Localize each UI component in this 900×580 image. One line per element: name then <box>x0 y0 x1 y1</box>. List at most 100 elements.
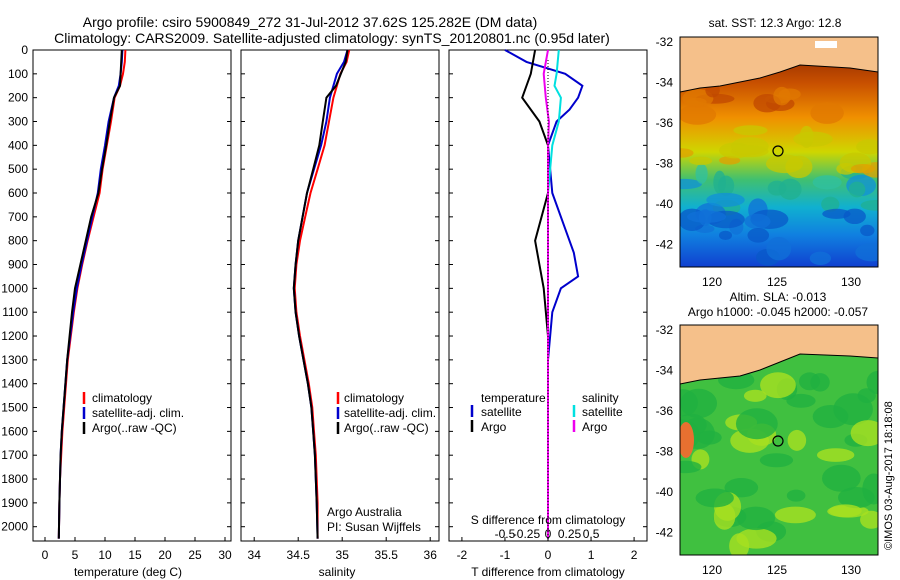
diff-legend-temp-satellite: satellite <box>481 405 522 419</box>
depth-tick-label: 1600 <box>1 424 28 438</box>
depth-axis-labels: 0 100 200 300 400 500 600 700 800 900 1000 1100 1200… <box>1 43 647 534</box>
sst-patch <box>689 156 713 166</box>
sst-patches <box>680 82 878 266</box>
depth-tick-label: 600 <box>8 186 28 200</box>
x-tick-label: 30 <box>218 548 232 562</box>
diff-legend-sal-argo: Argo <box>582 420 608 434</box>
depth-tick-label: 500 <box>8 162 28 176</box>
x-tick-label: 15 <box>128 548 142 562</box>
depth-tick-label: 700 <box>8 210 28 224</box>
diff-legend-sal-title: salinity <box>582 391 619 405</box>
map1-y-tick-labels: -32 -34 -36 -38 -40 -42 <box>656 35 674 252</box>
depth-tick-label: 300 <box>8 115 28 129</box>
sla-patch <box>786 393 816 408</box>
map-y-tick-label: -36 <box>656 116 674 130</box>
sla-land <box>680 325 878 384</box>
sla-patches <box>680 370 878 555</box>
sst-patch <box>706 192 745 207</box>
sst-patch <box>680 148 694 158</box>
sal-legend: climatology satellite-adj. clim. Argo(..… <box>327 391 436 534</box>
x-tick-label: 20 <box>158 548 172 562</box>
x-tick-label: 0 <box>545 548 552 562</box>
sst-coast-line <box>680 64 878 93</box>
map-y-tick-label: -38 <box>656 445 674 459</box>
x-tick-label: 10 <box>98 548 112 562</box>
sst-patch <box>686 97 707 107</box>
argo-position-marker-1 <box>772 145 784 157</box>
sal-note-pi: PI: Susan Wijffels <box>327 520 421 534</box>
sla-patch <box>696 430 722 445</box>
diff-legend-temp-title: temperature <box>481 391 546 405</box>
sst-patch <box>765 154 804 174</box>
sal-legend-satellite: satellite-adj. clim. <box>344 406 436 420</box>
x-tick-label: 25 <box>188 548 202 562</box>
series-line-salinity-argo <box>542 49 550 539</box>
sla-patch <box>736 528 777 549</box>
diff-profile-lines <box>504 49 584 540</box>
depth-tick-label: 0 <box>21 43 28 57</box>
sal-legend-argo: Argo(..raw -QC) <box>344 421 429 435</box>
sst-patch <box>860 224 875 237</box>
series-line-satellite-adj-clim- <box>292 49 349 539</box>
x-tick-label: 1 <box>588 548 595 562</box>
depth-tick-label: 800 <box>8 234 28 248</box>
sst-patch <box>850 164 876 174</box>
depth-tick-label: 1900 <box>1 496 28 510</box>
sla-patch <box>735 408 778 440</box>
sst-patch <box>687 210 727 223</box>
sla-coast-line <box>680 353 878 385</box>
s-tick-label: 0.25 <box>558 527 582 541</box>
map-x-tick-label: 125 <box>767 563 787 577</box>
depth-tick-label: 1800 <box>1 472 28 486</box>
sla-patch <box>866 370 878 395</box>
depth-tick-label: 1200 <box>1 329 28 343</box>
map-y-tick-label: -32 <box>656 35 674 49</box>
sal-legend-climatology: climatology <box>344 391 404 405</box>
depth-tick-label: 1300 <box>1 353 28 367</box>
map-y-tick-label: -34 <box>656 76 674 90</box>
temp-legend-satellite: satellite-adj. clim. <box>92 406 184 420</box>
series-line-temperature-argo <box>521 49 549 539</box>
map-y-tick-label: -40 <box>656 197 674 211</box>
temp-legend: climatology satellite-adj. clim. Argo(..… <box>82 391 184 435</box>
temp-legend-climatology: climatology <box>92 391 152 405</box>
depth-tick-label: 1100 <box>2 305 28 319</box>
title-line-2: Climatology: CARS2009. Satellite-adjuste… <box>54 30 610 46</box>
x-tick-label: -1 <box>500 548 511 562</box>
diff-legend: temperature salinity satellite Argo sate… <box>470 391 623 434</box>
s-tick-label: -0.5 <box>495 527 516 541</box>
sst-patch <box>810 102 844 124</box>
sal-xlabel: salinity <box>319 565 356 579</box>
depth-tick-label: 1700 <box>1 448 28 462</box>
sst-patch <box>695 163 708 184</box>
map-x-tick-label: 130 <box>841 563 861 577</box>
series-line-climatology <box>57 49 127 539</box>
sst-patch <box>744 213 771 229</box>
sst-map: sat. SST: 12.3 Argo: 12.8 -32 -34 -36 -38 -4… <box>656 16 879 289</box>
x-tick-label: -2 <box>457 548 468 562</box>
sla-patch <box>743 389 767 402</box>
x-tick-label: 34.5 <box>287 548 311 562</box>
map-y-tick-label: -42 <box>656 238 674 252</box>
map-y-tick-label: -32 <box>656 323 674 337</box>
series-line-argo-raw-qc- <box>292 49 349 539</box>
map-x-tick-label: 120 <box>702 275 722 289</box>
sst-patch <box>848 181 866 198</box>
sla-patch <box>786 489 806 502</box>
sal-profile-lines <box>292 49 351 539</box>
sst-patch <box>809 251 832 265</box>
map-y-tick-label: -34 <box>656 364 674 378</box>
diff-s-tick-labels: -0.5-0.25 0 0.25 0.5 <box>495 527 600 541</box>
sst-patch <box>860 199 878 211</box>
diff-s-label: S difference from climatology <box>471 513 626 527</box>
sst-patch <box>730 137 769 156</box>
sla-patch <box>760 372 796 399</box>
x-tick-label: 0 <box>42 548 49 562</box>
x-tick-label: 2 <box>631 548 638 562</box>
s-tick-label: 0.5 <box>583 527 600 541</box>
sla-patch <box>759 453 794 468</box>
sla-patch <box>829 504 862 518</box>
temp-profile-lines <box>57 49 127 539</box>
depth-tick-label: 2000 <box>1 520 28 534</box>
depth-tick-label: 200 <box>8 91 28 105</box>
